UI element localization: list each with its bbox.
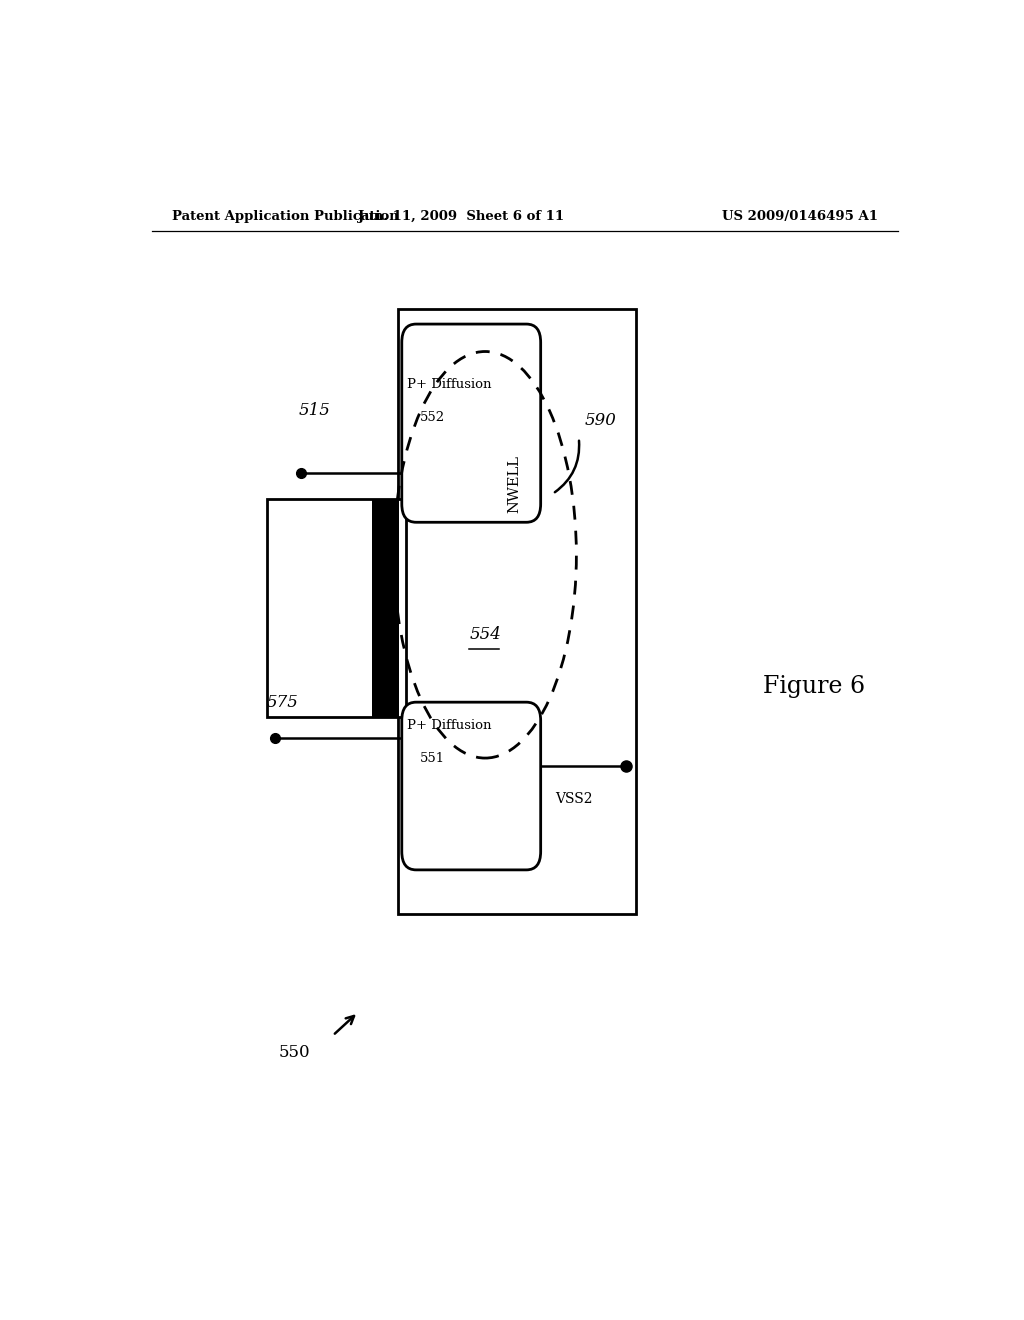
Text: P+ Diffusion: P+ Diffusion bbox=[408, 719, 492, 733]
Text: P+ Diffusion: P+ Diffusion bbox=[408, 378, 492, 391]
Text: 515: 515 bbox=[298, 403, 331, 418]
Text: 575: 575 bbox=[266, 694, 299, 710]
Text: VSS2: VSS2 bbox=[555, 792, 593, 805]
Bar bbox=[397, 309, 636, 913]
Text: 550: 550 bbox=[279, 1044, 310, 1061]
Text: NWELL: NWELL bbox=[508, 454, 521, 512]
Text: Figure 6: Figure 6 bbox=[763, 676, 865, 698]
Text: Patent Application Publication: Patent Application Publication bbox=[172, 210, 398, 223]
Bar bbox=[373, 499, 399, 718]
Text: US 2009/0146495 A1: US 2009/0146495 A1 bbox=[722, 210, 878, 223]
Text: 554: 554 bbox=[469, 626, 501, 643]
FancyBboxPatch shape bbox=[401, 702, 541, 870]
Text: Jun. 11, 2009  Sheet 6 of 11: Jun. 11, 2009 Sheet 6 of 11 bbox=[358, 210, 564, 223]
Text: 552: 552 bbox=[420, 411, 445, 424]
FancyBboxPatch shape bbox=[401, 325, 541, 523]
Bar bbox=[267, 499, 406, 718]
Text: 551: 551 bbox=[420, 751, 445, 764]
Text: 590: 590 bbox=[585, 412, 616, 429]
